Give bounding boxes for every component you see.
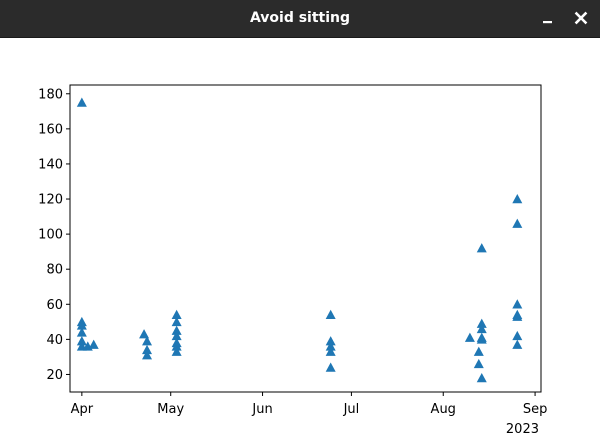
window-titlebar: Avoid sitting — [0, 0, 600, 38]
scatter-chart: 20 40 60 80 100 120 140 160 180 Apr May Jun Jul Aug S… — [38, 84, 548, 437]
y-tick-label: 20 — [46, 368, 63, 383]
data-point — [171, 325, 182, 335]
x-tick-label: Jun — [251, 402, 272, 417]
data-point — [76, 336, 87, 346]
y-tick-label: 40 — [46, 333, 63, 348]
data-points — [76, 97, 523, 383]
data-point — [476, 323, 487, 334]
data-point — [512, 311, 523, 321]
y-tick-label: 60 — [46, 298, 63, 313]
window-title: Avoid sitting — [249, 10, 351, 26]
axes-frame — [69, 84, 542, 393]
data-point — [142, 344, 153, 355]
data-point — [171, 316, 182, 327]
y-axis: 20 40 60 80 100 120 140 160 180 — [38, 87, 70, 383]
data-point — [476, 318, 487, 328]
y-tick-label: 120 — [38, 193, 63, 208]
plot-area: 20 40 60 80 100 120 140 160 180 Apr May Jun Jul Aug S… — [0, 37, 600, 437]
y-tick-label: 100 — [38, 228, 63, 243]
data-point — [512, 218, 523, 228]
data-point — [88, 339, 99, 349]
data-point — [325, 336, 336, 346]
close-icon — [571, 8, 591, 28]
data-point — [171, 309, 182, 320]
data-point — [171, 341, 182, 351]
data-point — [171, 346, 182, 356]
x-tick-label: Apr — [71, 402, 94, 417]
data-point — [325, 362, 336, 372]
minimize-button[interactable] — [538, 8, 558, 28]
x-axis-year-label: 2023 — [506, 422, 539, 437]
data-point — [512, 339, 523, 349]
x-axis: Apr May Jun Jul Aug Sep — [71, 392, 548, 417]
data-point — [76, 320, 87, 330]
y-tick-label: 180 — [38, 87, 63, 102]
data-point — [476, 334, 487, 344]
data-point — [142, 336, 153, 346]
x-tick-label: Jul — [343, 402, 360, 417]
data-point — [325, 346, 336, 356]
data-point — [464, 332, 475, 342]
data-point — [473, 358, 484, 369]
minimize-icon — [538, 8, 558, 28]
y-tick-label: 80 — [46, 263, 63, 278]
data-point — [512, 194, 523, 204]
data-point — [476, 243, 487, 253]
data-point — [476, 372, 487, 383]
data-point — [76, 327, 87, 337]
data-point — [325, 309, 336, 320]
data-point — [142, 350, 153, 360]
data-point — [512, 299, 523, 309]
close-button[interactable] — [571, 8, 591, 28]
data-point — [76, 97, 87, 107]
x-tick-label: Aug — [431, 402, 456, 417]
data-point — [473, 346, 484, 356]
x-tick-label: Sep — [523, 402, 548, 417]
data-point — [325, 341, 336, 351]
data-point — [512, 330, 523, 341]
data-point — [139, 329, 150, 339]
y-tick-label: 140 — [38, 157, 63, 172]
x-tick-label: May — [157, 402, 184, 417]
data-point — [171, 330, 182, 341]
y-tick-label: 160 — [38, 122, 63, 137]
